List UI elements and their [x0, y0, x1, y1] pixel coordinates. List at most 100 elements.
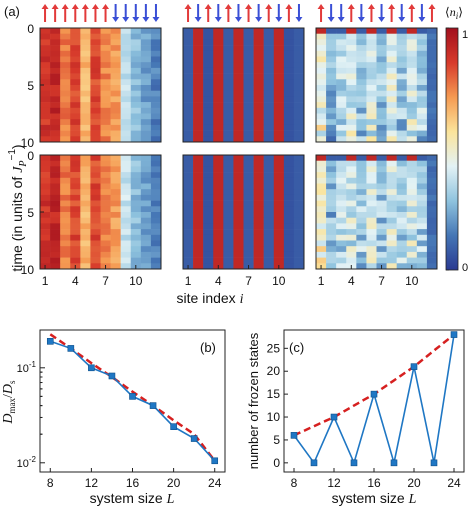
heatmap-cell — [426, 251, 438, 258]
heatmap-cell — [376, 39, 387, 46]
heatmap-cell — [70, 79, 81, 86]
heatmap-cell — [426, 107, 438, 114]
heatmap-cell — [416, 39, 428, 46]
heatmap-cell — [150, 50, 162, 57]
heatmap-cell — [243, 90, 254, 97]
heatmap-cell — [213, 130, 224, 137]
heatmap-cell — [50, 119, 61, 126]
heatmap-cell — [356, 33, 367, 40]
heatmap-cell — [100, 79, 111, 86]
heatmap-cell — [346, 96, 357, 103]
heatmap-cell — [60, 39, 71, 46]
heatmap-cell — [140, 206, 152, 213]
heatmap-cell — [183, 39, 194, 46]
heatmap-cell — [40, 56, 51, 63]
spin-down-arrowhead — [152, 17, 160, 22]
heatmap-cell — [223, 240, 234, 247]
heatmap-cell — [90, 67, 101, 74]
heatmap-frame — [315, 154, 438, 270]
heatmap-cell — [130, 223, 142, 230]
heatmap-cell — [80, 229, 91, 236]
panel-c-xtick-label: 8 — [291, 476, 298, 490]
heatmap-cell — [396, 212, 408, 218]
heatmap-cell — [130, 194, 142, 201]
heatmap-cell — [336, 33, 347, 40]
heatmap-cell — [386, 96, 397, 103]
heatmap-cell — [60, 212, 71, 218]
heatmap-cell — [70, 246, 81, 253]
heatmap-cell — [406, 113, 418, 120]
heatmap-cell — [336, 102, 347, 109]
heatmap-cell — [50, 33, 61, 40]
heatmap-cell — [40, 160, 51, 167]
heatmap-cell — [140, 33, 152, 40]
heatmap-cell — [316, 28, 327, 34]
heatmap-cell — [70, 107, 81, 114]
heatmap-cell — [150, 240, 162, 247]
panel-c-ytick-label: 0 — [273, 456, 280, 470]
heatmap-cell — [253, 28, 264, 34]
heatmap-cell — [110, 155, 121, 161]
heatmap-cell — [70, 234, 81, 241]
heatmap-cell — [326, 206, 337, 213]
heatmap-cell — [316, 212, 327, 218]
heatmap-cell — [110, 194, 121, 201]
heatmap-cell — [293, 217, 305, 224]
heatmap-cell — [426, 246, 438, 253]
heatmap-cell — [376, 113, 387, 120]
heatmap-cell — [60, 189, 71, 196]
heatmap-cell — [326, 177, 337, 184]
heatmap-cell — [60, 223, 71, 230]
heatmap-cell — [233, 67, 244, 74]
heatmap-cell — [386, 183, 397, 190]
panel-c-data-point — [370, 390, 378, 398]
heatmap-cell — [406, 217, 418, 224]
heatmap-cell — [233, 177, 244, 184]
heatmap-cell — [376, 160, 387, 167]
spin-up-arrowhead — [204, 4, 212, 9]
heatmap-cell — [50, 90, 61, 97]
heatmap-cell — [150, 206, 162, 213]
heatmap-cell — [70, 177, 81, 184]
heatmap-cell — [130, 62, 142, 69]
heatmap-cell — [140, 194, 152, 201]
heatmap-cell — [346, 160, 357, 167]
heatmap-cell — [70, 160, 81, 167]
heatmap-ytick-label: 10 — [21, 136, 35, 150]
heatmap-cell — [203, 45, 214, 52]
heatmap-cell — [130, 107, 142, 114]
heatmap-cell — [130, 136, 142, 143]
heatmap-cell — [100, 160, 111, 167]
heatmap-cell — [50, 124, 61, 131]
heatmap-cell — [316, 124, 327, 131]
heatmap-cell — [80, 85, 91, 91]
heatmap-cell — [263, 223, 275, 230]
heatmap-cell — [273, 172, 285, 179]
heatmap-cell — [130, 90, 142, 97]
heatmap-cell — [346, 67, 357, 74]
heatmap-cell — [213, 124, 224, 131]
heatmap-cell — [183, 177, 194, 184]
heatmap-cell — [223, 206, 234, 213]
heatmap-cell — [70, 189, 81, 196]
heatmap-cell — [366, 240, 377, 247]
heatmap-cell — [346, 56, 357, 63]
heatmap-cell — [70, 130, 81, 137]
heatmap-cell — [50, 56, 61, 63]
heatmap-cell — [336, 124, 347, 131]
heatmap-cell — [386, 79, 397, 86]
heatmap-cell — [233, 73, 244, 80]
heatmap-cell — [203, 119, 214, 126]
heatmap-cell — [356, 212, 367, 218]
heatmap-cell — [396, 107, 408, 114]
heatmap-cell — [406, 102, 418, 109]
heatmap-cell — [203, 189, 214, 196]
heatmap-cell — [80, 223, 91, 230]
heatmap-cell — [386, 73, 397, 80]
heatmap-cell — [316, 229, 327, 236]
heatmap-cell — [366, 183, 377, 190]
panel-c-data-point — [450, 331, 458, 338]
heatmap-cell — [366, 136, 377, 143]
heatmap-cell — [426, 217, 438, 224]
heatmap-cell — [50, 223, 61, 230]
